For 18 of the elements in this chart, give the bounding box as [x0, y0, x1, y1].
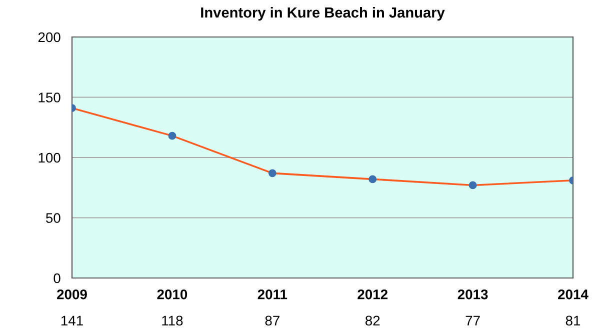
- x-tick-label: 2013: [458, 289, 488, 300]
- data-label: 141: [61, 316, 83, 326]
- x-tick-label: 2009: [57, 289, 87, 300]
- chart-title: Inventory in Kure Beach in January: [201, 6, 445, 21]
- y-tick-label: 100: [38, 152, 60, 163]
- x-tick-label: 2010: [157, 289, 188, 300]
- data-label: 87: [265, 316, 280, 326]
- y-tick-label: 0: [54, 273, 60, 284]
- y-tick-label: 200: [38, 32, 60, 42]
- data-label: 81: [566, 316, 580, 326]
- data-label: 118: [162, 316, 183, 326]
- data-label: 82: [365, 316, 380, 326]
- x-tick-label: 2014: [558, 289, 588, 300]
- x-tick-label: 2011: [258, 289, 288, 300]
- data-label: 77: [466, 316, 480, 326]
- y-tick-label: 150: [38, 92, 60, 102]
- x-tick-label: 2012: [358, 289, 388, 300]
- y-tick-label: 50: [46, 213, 60, 223]
